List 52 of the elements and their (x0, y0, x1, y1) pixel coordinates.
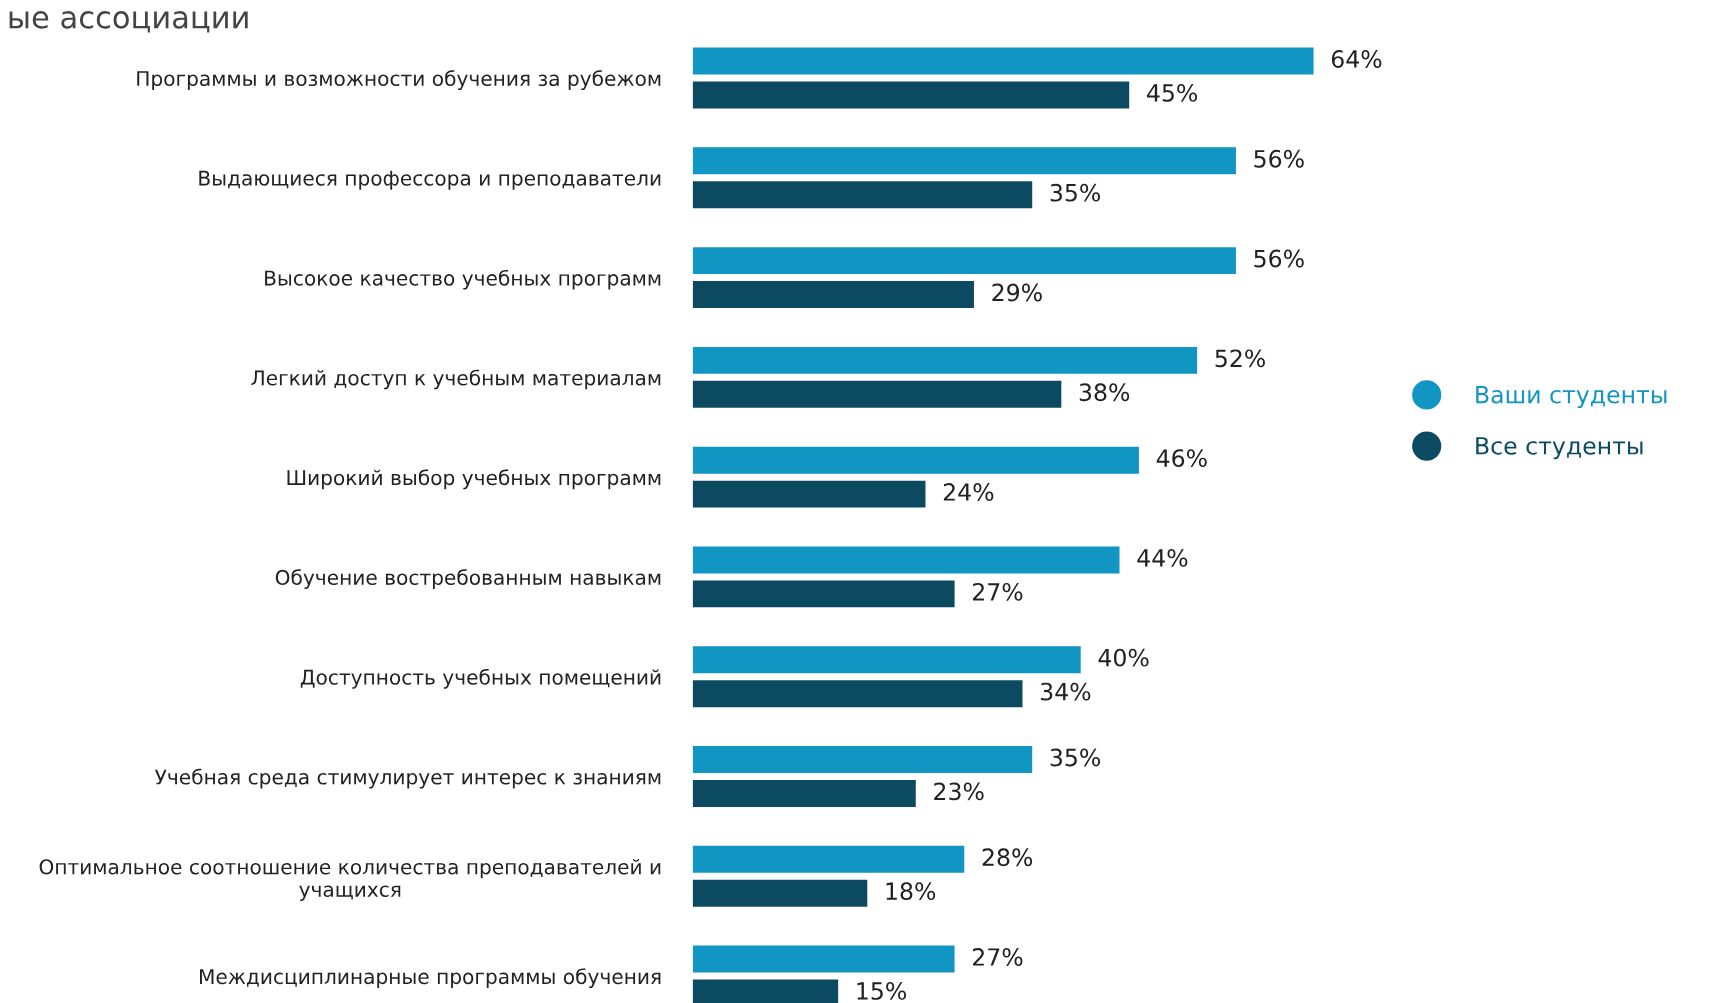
data-label: 28% (982, 848, 1033, 867)
bar (692, 247, 1236, 275)
bar (692, 47, 1314, 75)
bar (692, 746, 1033, 773)
bar (692, 879, 868, 907)
data-label: 34% (1040, 682, 1091, 701)
data-label: 27% (972, 582, 1023, 601)
bar (692, 779, 916, 807)
y-tick-label: Широкий выбор учебных программ (287, 469, 661, 490)
data-label: 35% (1050, 748, 1101, 767)
bar (692, 546, 1120, 574)
data-label: 44% (1137, 548, 1188, 567)
bar (692, 446, 1139, 474)
legend-label: Все студенты (1476, 437, 1643, 460)
bar (692, 580, 955, 608)
bar (692, 680, 1023, 708)
data-label: 15% (857, 982, 907, 1000)
bar (692, 380, 1062, 408)
bar (692, 646, 1081, 674)
data-label: 38% (1079, 383, 1130, 402)
bar (692, 181, 1033, 209)
y-tick-label: Выдающиеся профессора и преподаватели (199, 170, 661, 190)
data-label: 45% (1147, 83, 1198, 102)
data-label: 29% (992, 283, 1042, 302)
data-label: 40% (1098, 648, 1149, 667)
bar (692, 281, 974, 309)
data-label: 64% (1331, 50, 1382, 68)
bar (692, 346, 1198, 374)
data-label: 46% (1156, 449, 1207, 468)
data-label: 18% (886, 882, 936, 901)
data-label: 35% (1050, 183, 1101, 202)
data-label: 27% (972, 948, 1023, 966)
y-tick-label: Учебная среда стимулирует интерес к знаниям (154, 768, 661, 789)
y-tick-label: Доступность учебных помещений (300, 668, 661, 689)
data-label: 24% (943, 483, 994, 501)
bar (692, 147, 1236, 175)
bar (692, 480, 926, 508)
data-label: 52% (1215, 349, 1265, 368)
text: ые ассоциации (9, 11, 248, 33)
y-tick-label: Программы и возможности обучения за рубежом (137, 70, 661, 91)
data-label: 23% (934, 782, 984, 801)
y-tick-label: Обучение востребованным навыкам (275, 569, 661, 589)
y-tick-label: Высокое качество учебных программ (265, 269, 661, 290)
bar (692, 845, 965, 873)
data-label: 56% (1254, 249, 1304, 268)
y-tick-label: Легкий доступ к учебным материалам (251, 369, 661, 390)
bar (692, 81, 1130, 109)
data-label: 56% (1254, 149, 1304, 168)
bar (692, 945, 955, 973)
y-tick-label: Междисциплинарные программы обучения (200, 968, 661, 989)
y-tick-label: Оптимальное соотношение количества преподавателей и учащихся (39, 858, 661, 901)
legend-label: Ваши студенты (1476, 385, 1667, 409)
